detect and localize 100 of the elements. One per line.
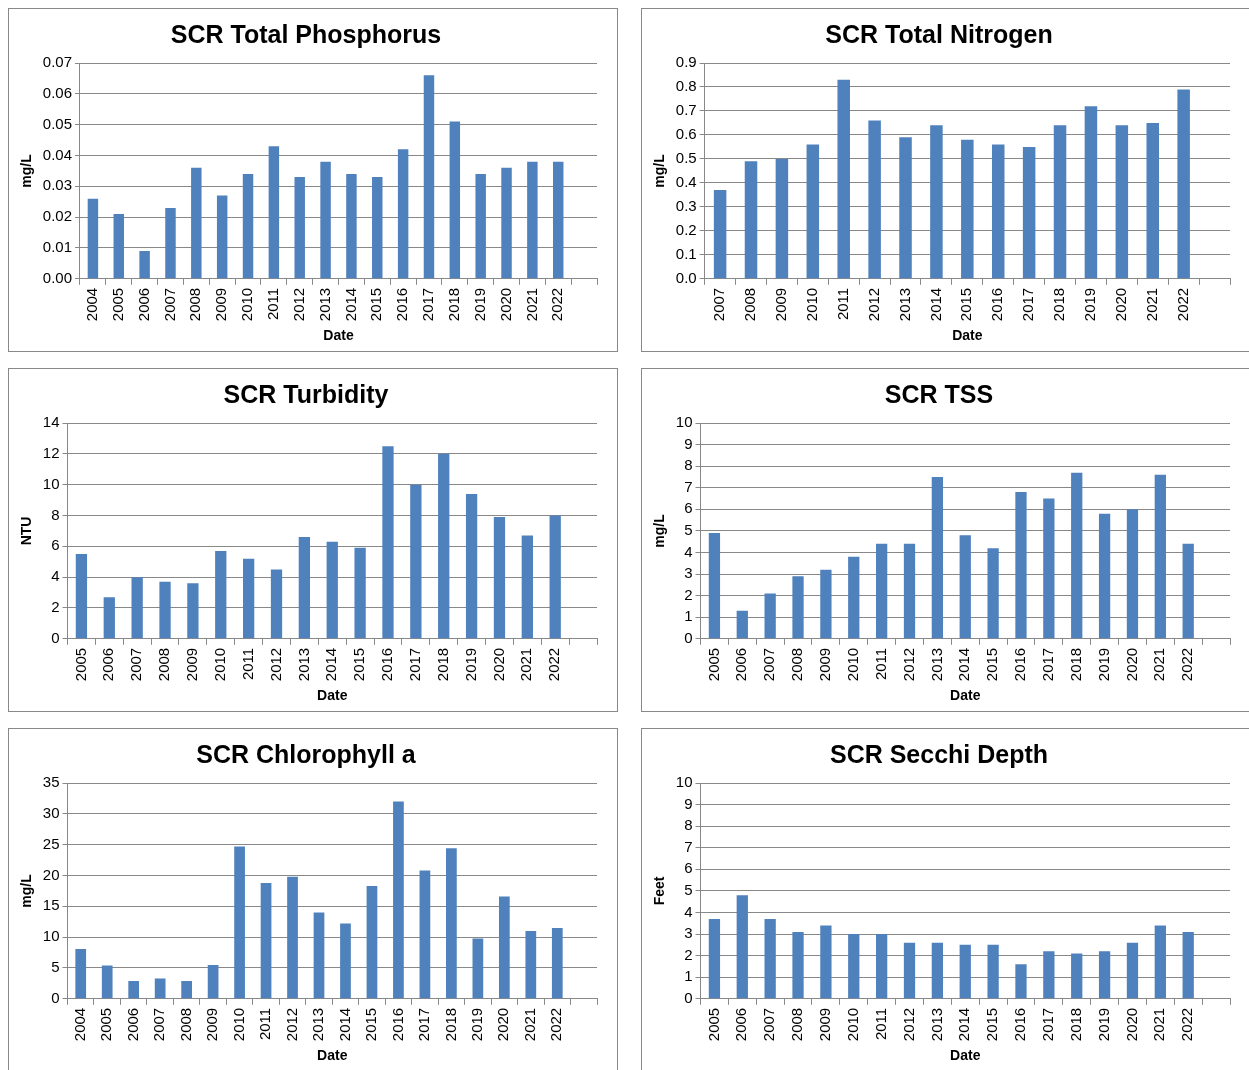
x-tick-label: 2022 xyxy=(545,647,563,682)
x-tick-label: 2022 xyxy=(1178,1007,1196,1042)
x-tick-label: 2018 xyxy=(1050,287,1068,322)
bar xyxy=(498,896,510,999)
bar xyxy=(397,149,409,279)
y-tick-label: 35 xyxy=(42,773,60,791)
bar xyxy=(1043,498,1055,639)
bar xyxy=(1084,106,1098,279)
y-tick-label: 0.1 xyxy=(675,244,697,262)
bar xyxy=(708,533,721,639)
y-tick-label: 0.5 xyxy=(675,149,697,167)
bar xyxy=(736,895,748,999)
bar xyxy=(959,944,971,999)
x-tick-label: 2004 xyxy=(83,287,101,322)
x-tick-label: 2008 xyxy=(741,287,759,322)
y-tick-label: 8 xyxy=(684,456,693,474)
bar xyxy=(159,581,171,639)
x-tick-label: 2020 xyxy=(496,287,514,322)
bar xyxy=(899,137,912,279)
x-tick-label: 2015 xyxy=(983,647,1001,682)
x-tick-label: 2013 xyxy=(309,1007,327,1042)
bar xyxy=(820,925,832,999)
y-tick-label: 8 xyxy=(684,816,693,834)
x-tick-label: 2007 xyxy=(710,287,728,322)
bar xyxy=(837,79,850,279)
y-tick-label: 1 xyxy=(684,967,693,985)
bar xyxy=(475,174,486,279)
x-tick-label: 2009 xyxy=(203,1007,221,1042)
x-tick-label: 2009 xyxy=(816,1007,834,1042)
x-tick-label: 2005 xyxy=(108,287,126,322)
y-tick-label: 9 xyxy=(684,434,693,452)
y-tick-label: 0.0 xyxy=(675,268,697,286)
bar xyxy=(242,174,254,279)
x-tick-label: 2020 xyxy=(1122,647,1140,682)
bar xyxy=(1071,472,1083,639)
x-axis-title: Date xyxy=(323,327,354,344)
y-axis-title: mg/L xyxy=(18,153,35,188)
y-tick-label: 6 xyxy=(51,536,60,554)
x-tick-label: 2007 xyxy=(760,647,778,682)
bar xyxy=(75,948,87,999)
y-tick-label: 9 xyxy=(684,794,693,812)
x-tick-label: 2012 xyxy=(899,1007,917,1042)
x-tick-label: 2017 xyxy=(1019,287,1037,322)
x-tick-label: 2011 xyxy=(264,287,282,321)
x-tick-label: 2019 xyxy=(461,647,479,682)
bar xyxy=(446,848,457,999)
bar xyxy=(521,535,533,639)
x-tick-label: 2012 xyxy=(899,647,917,682)
x-tick-label: 2013 xyxy=(927,1007,945,1042)
x-tick-label: 2021 xyxy=(1150,647,1168,682)
bar xyxy=(1015,492,1027,639)
x-axis-title: Date xyxy=(952,327,983,344)
y-tick-label: 8 xyxy=(51,505,60,523)
y-tick-label: 2 xyxy=(51,598,60,616)
x-tick-label: 2010 xyxy=(802,287,820,322)
bar xyxy=(1053,125,1067,279)
bar xyxy=(165,207,176,279)
x-tick-label: 2021 xyxy=(517,647,535,682)
y-tick-label: 0.3 xyxy=(675,197,697,215)
x-tick-label: 2017 xyxy=(1038,647,1056,682)
bar xyxy=(313,912,325,999)
x-tick-label: 2012 xyxy=(864,287,882,322)
bar xyxy=(848,556,860,639)
bar xyxy=(903,942,916,999)
bar xyxy=(128,980,140,999)
y-tick-label: 10 xyxy=(42,474,60,492)
x-tick-label: 2018 xyxy=(441,1007,459,1042)
bar xyxy=(346,174,357,279)
x-tick-label: 2010 xyxy=(843,1007,861,1042)
y-tick-label: 0.04 xyxy=(42,145,72,163)
y-tick-label: 20 xyxy=(42,865,60,883)
bar xyxy=(438,453,450,639)
x-tick-label: 2018 xyxy=(433,647,451,682)
bar xyxy=(187,583,199,639)
bar xyxy=(1177,89,1190,279)
bar xyxy=(875,543,888,639)
bar xyxy=(991,144,1005,279)
bar xyxy=(410,484,422,639)
bar xyxy=(465,493,478,639)
x-axis-title: Date xyxy=(950,1047,981,1064)
x-tick-label: 2020 xyxy=(494,1007,512,1042)
y-tick-label: 0.8 xyxy=(675,77,697,95)
bar xyxy=(393,801,404,999)
x-tick-label: 2022 xyxy=(547,1007,565,1042)
bar xyxy=(493,517,506,639)
y-tick-label: 4 xyxy=(51,567,60,585)
x-tick-label: 2015 xyxy=(350,647,368,682)
x-tick-label: 2018 xyxy=(444,287,462,322)
x-tick-label: 2010 xyxy=(238,287,256,322)
bar xyxy=(736,610,748,639)
bar xyxy=(1071,953,1083,999)
x-tick-label: 2015 xyxy=(983,1007,1001,1042)
bar xyxy=(419,870,431,999)
x-tick-label: 2019 xyxy=(470,287,488,322)
bar xyxy=(260,882,272,999)
bar xyxy=(1126,509,1139,639)
y-tick-label: 5 xyxy=(684,881,693,899)
bar xyxy=(270,569,283,639)
x-tick-label: 2012 xyxy=(282,1007,300,1042)
bar xyxy=(987,944,999,999)
